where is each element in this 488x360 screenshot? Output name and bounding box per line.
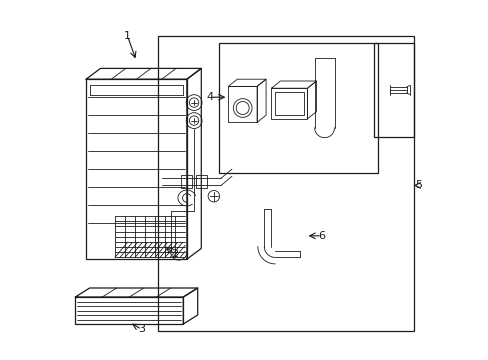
Text: 6: 6 (318, 231, 325, 241)
Bar (219, 43, 377, 173)
Bar (181, 175, 192, 188)
Text: 2: 2 (170, 249, 178, 259)
Bar (275, 92, 303, 115)
Bar (228, 86, 257, 122)
Text: 4: 4 (206, 92, 213, 102)
Bar (75, 297, 183, 324)
Text: 5: 5 (415, 180, 422, 190)
Text: 1: 1 (124, 31, 131, 41)
Text: 3: 3 (138, 324, 145, 334)
Bar (86, 79, 186, 259)
Bar (158, 36, 413, 331)
Bar (196, 175, 206, 188)
Bar (373, 43, 413, 137)
Bar (271, 88, 307, 119)
